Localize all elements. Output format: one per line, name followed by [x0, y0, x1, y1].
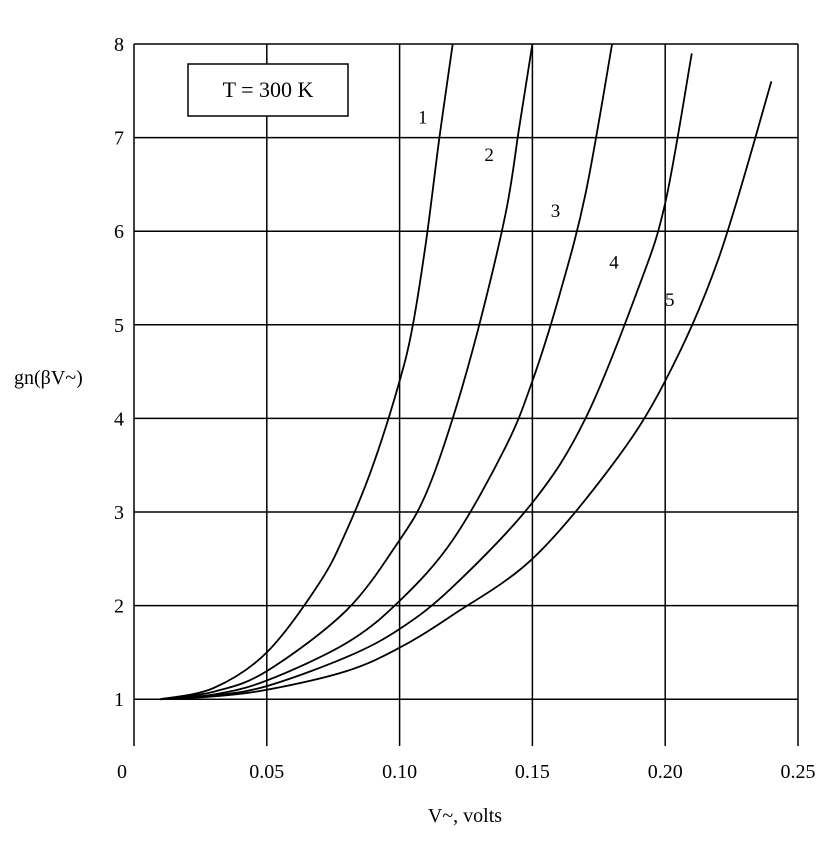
- x-tick-label: 0.05: [249, 761, 284, 783]
- y-tick-label: 1: [114, 689, 124, 711]
- curve-5: [160, 81, 773, 701]
- y-axis-label: gn(βV~): [14, 367, 83, 389]
- curve-label-4: 4: [609, 253, 619, 274]
- y-tick-label: 2: [114, 596, 124, 618]
- grid: [133, 43, 799, 746]
- x-tick-labels: 0 0.05 0.10 0.15 0.20 0.25: [117, 761, 816, 783]
- y-tick-label: 3: [114, 502, 124, 524]
- curve-4: [160, 53, 693, 701]
- curve-label-3: 3: [551, 201, 561, 222]
- y-tick-labels: 1 2 3 4 5 6 7 8: [114, 34, 124, 711]
- curves: [160, 43, 773, 701]
- x-tick-label: 0.20: [648, 761, 683, 783]
- y-tick-label: 6: [114, 221, 124, 243]
- x-axis-label: V~, volts: [428, 805, 502, 827]
- curve-label-5: 5: [665, 290, 675, 311]
- y-tick-label: 8: [114, 34, 124, 56]
- annotation-box: T = 300 K: [187, 63, 349, 117]
- curve-label-1: 1: [418, 108, 428, 129]
- curve-label-2: 2: [484, 145, 494, 166]
- curve-1: [160, 43, 454, 701]
- annotation-frame: [187, 63, 349, 117]
- annotation-text: T = 300 K: [223, 77, 314, 102]
- curve-2: [160, 43, 534, 701]
- x-tick-label: 0.10: [382, 761, 417, 783]
- x-tick-label: 0: [117, 761, 127, 783]
- curve-3: [160, 43, 613, 701]
- y-tick-label: 7: [114, 128, 124, 150]
- y-tick-label: 4: [114, 408, 124, 430]
- x-tick-label: 0.25: [781, 761, 816, 783]
- x-tick-label: 0.15: [515, 761, 550, 783]
- y-tick-label: 5: [114, 315, 124, 337]
- curve-labels: 1 2 3 4 5: [418, 108, 675, 312]
